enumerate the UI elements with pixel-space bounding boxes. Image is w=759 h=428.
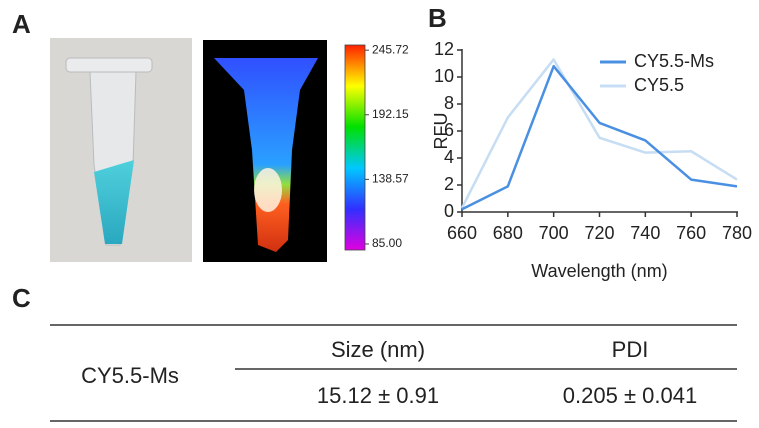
colorbar-tick-label: 245.72 — [372, 42, 409, 56]
legend-label: CY5.5-Ms — [634, 51, 714, 71]
series-line — [460, 58, 738, 209]
panel-label: B — [428, 3, 447, 33]
legend-label: CY5.5 — [634, 75, 684, 95]
table: CY5.5-Ms Size (nm) PDI 15.12 ± 0.91 0.20… — [50, 324, 737, 422]
panel-label: A — [12, 9, 31, 39]
colorbar: 245.72 192.15 138.57 85.00 — [344, 42, 409, 251]
header: PDI — [612, 337, 649, 362]
series-line — [461, 64, 738, 211]
panel-label: C — [12, 283, 31, 313]
y-axis-label: RFU — [431, 113, 451, 150]
line-chart: 0 2 4 6 8 10 12 660 680 700 720 740 760 780 Wavelength… — [431, 39, 752, 281]
cell: 15.12 ± 0.91 — [317, 383, 439, 408]
x-tick-label: 660 — [447, 223, 477, 243]
colorbar-tick-label: 138.57 — [372, 172, 409, 186]
x-axis-label: Wavelength (nm) — [531, 261, 667, 281]
colorbar-tick-label: 192.15 — [372, 107, 409, 121]
colorbar-tick-label: 85.00 — [372, 236, 402, 250]
y-tick-label: 0 — [444, 201, 454, 221]
y-tick-label: 12 — [434, 39, 454, 59]
tube-photo — [50, 38, 192, 262]
x-tick-label: 700 — [539, 223, 569, 243]
row-label: CY5.5-Ms — [81, 363, 179, 388]
x-tick-label: 680 — [493, 223, 523, 243]
x-tick-label: 720 — [584, 223, 614, 243]
cell: 0.205 ± 0.041 — [563, 383, 697, 408]
y-tick-label: 2 — [444, 174, 454, 194]
x-tick-label: 760 — [676, 223, 706, 243]
y-tick-label: 8 — [444, 93, 454, 113]
y-tick-label: 4 — [444, 147, 454, 167]
y-tick-label: 6 — [444, 120, 454, 140]
fluorescence-image — [203, 40, 327, 262]
x-tick-label: 780 — [722, 223, 752, 243]
y-tick-label: 10 — [434, 66, 454, 86]
header: Size (nm) — [331, 337, 425, 362]
x-tick-label: 740 — [630, 223, 660, 243]
